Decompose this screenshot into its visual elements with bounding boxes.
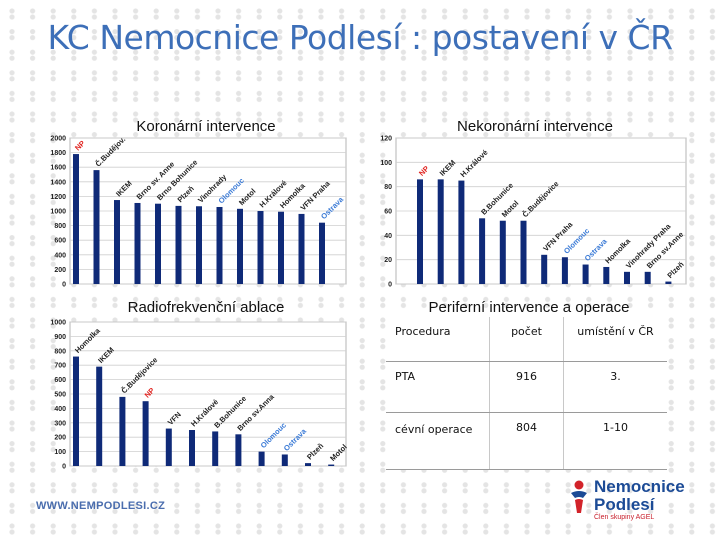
bar <box>417 179 423 284</box>
logo-tagline: Člen skupiny AGEL <box>594 514 655 521</box>
y-tick-label: 200 <box>54 267 66 274</box>
y-tick-label: 2000 <box>50 136 66 143</box>
bar <box>281 454 288 466</box>
y-tick-label: 700 <box>54 363 66 370</box>
y-tick-label: 200 <box>54 435 66 442</box>
bar <box>155 203 161 284</box>
bar <box>96 366 103 466</box>
table-cell: cévní operace <box>386 412 490 470</box>
bar <box>298 213 305 284</box>
chart-title-periferni: Periferní intervence a operace <box>428 299 630 316</box>
y-tick-label: 400 <box>54 406 66 413</box>
bar <box>479 218 486 284</box>
bar <box>561 257 568 284</box>
nemocnice-podlesi-logo: Nemocnice Podlesí Člen skupiny AGEL <box>568 476 714 522</box>
y-tick-label: 600 <box>54 238 66 245</box>
bar <box>582 264 589 284</box>
bar <box>237 208 243 284</box>
bar <box>165 428 172 466</box>
bar <box>196 206 202 284</box>
bar <box>258 451 265 466</box>
y-tick-label: 100 <box>380 160 392 167</box>
y-tick-label: 80 <box>384 184 392 191</box>
bar <box>437 179 444 284</box>
y-tick-label: 0 <box>388 282 392 289</box>
bar <box>624 271 630 284</box>
y-tick-label: 300 <box>54 420 66 427</box>
y-tick-label: 1600 <box>50 165 66 172</box>
y-tick-label: 1000 <box>50 209 66 216</box>
bar <box>216 206 223 284</box>
bar <box>305 463 311 466</box>
y-tick-label: 900 <box>54 334 66 341</box>
bar <box>189 430 195 466</box>
bar <box>73 356 79 466</box>
y-tick-label: 100 <box>54 449 66 456</box>
table-row: cévní operace 804 1-10 <box>386 412 667 470</box>
bar <box>73 154 79 284</box>
bar <box>134 202 141 284</box>
bar <box>499 220 506 284</box>
bar <box>644 271 651 284</box>
bar <box>520 220 527 284</box>
chart-koronarni: 0 200 400 600 800 1000 1200 1400 1600 1800 2000 NP Č… <box>30 134 350 299</box>
bar <box>119 396 126 466</box>
chart-nekoronarni: 0 20 40 60 80 100 120 NP IKEM H.Králové B.Bohunice… <box>360 134 690 299</box>
table-cell: 1-10 <box>563 412 667 470</box>
y-tick-label: 60 <box>384 209 392 216</box>
chart-title-nekoronarni: Nekoronární intervence <box>457 118 613 135</box>
table-cell: PTA <box>386 361 490 413</box>
bar <box>665 281 672 284</box>
logo-figure-icon <box>571 480 587 513</box>
y-tick-label: 20 <box>384 257 392 264</box>
bar <box>603 266 610 284</box>
bar <box>142 401 149 466</box>
bar <box>458 180 465 284</box>
y-tick-label: 40 <box>384 233 392 240</box>
chart-title-radiofrekvencni: Radiofrekvenční ablace <box>127 299 285 316</box>
y-tick-label: 120 <box>380 136 392 143</box>
bar <box>278 211 284 284</box>
bar <box>328 464 335 466</box>
periferni-table: Procedura počet umístění v ČR PTA 916 3.… <box>386 317 667 470</box>
chart-title-koronarni: Koronární intervence <box>136 118 276 135</box>
table-cell: 804 <box>489 412 564 470</box>
y-tick-label: 600 <box>54 377 66 384</box>
bar <box>257 211 264 284</box>
bar <box>212 431 219 466</box>
y-tick-label: 0 <box>62 464 66 471</box>
y-tick-label: 0 <box>62 282 66 289</box>
website-link[interactable]: WWW.NEMPODLESI.CZ <box>36 500 166 512</box>
table-row: PTA 916 3. <box>386 361 667 413</box>
table-header-row: Procedura počet umístění v ČR <box>386 317 667 362</box>
y-tick-label: 400 <box>54 252 66 259</box>
y-tick-label: 1000 <box>50 320 66 327</box>
bar <box>235 434 242 466</box>
slide-title: KC Nemocnice Podlesí : postavení v ČR <box>47 18 673 57</box>
table-header-cell: počet <box>489 317 564 362</box>
y-tick-label: 1200 <box>50 194 66 201</box>
bar <box>114 200 120 284</box>
y-tick-label: 1800 <box>50 150 66 157</box>
table-cell: 916 <box>489 361 564 413</box>
table-header-cell: umístění v ČR <box>563 317 667 362</box>
chart-radiofrekvencni: 0 100 200 300 400 500 600 700 800 900 1000 Homolka I… <box>30 316 350 481</box>
y-tick-label: 800 <box>54 223 66 230</box>
y-tick-label: 1400 <box>50 179 66 186</box>
bar <box>93 170 100 284</box>
bar <box>541 254 548 284</box>
y-tick-label: 800 <box>54 348 66 355</box>
table-header-cell: Procedura <box>386 317 490 362</box>
bar <box>175 205 182 284</box>
logo-line-2: Podlesí <box>594 495 655 514</box>
bar <box>319 222 325 284</box>
logo-line-1: Nemocnice <box>594 477 685 496</box>
table-cell: 3. <box>563 361 667 413</box>
y-tick-label: 500 <box>54 392 66 399</box>
